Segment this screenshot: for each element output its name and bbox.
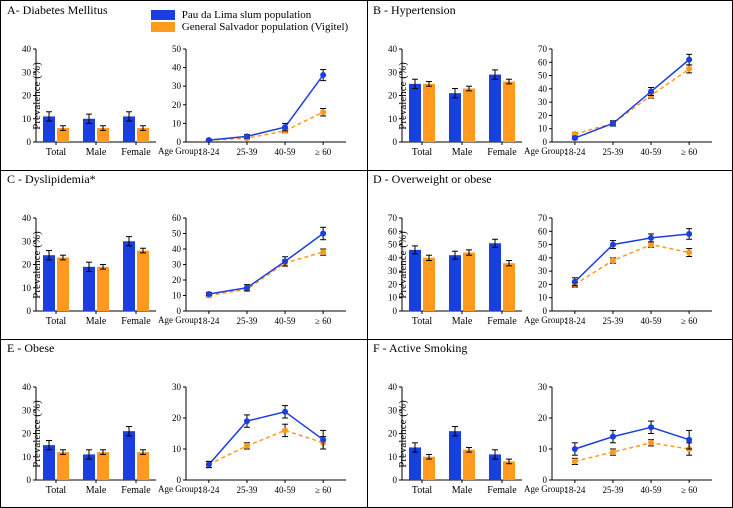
line-chart-A: 0102030405018-2425-3940-59≥ 60	[1, 1, 356, 164]
svg-text:10: 10	[172, 118, 182, 128]
svg-text:40: 40	[172, 63, 182, 73]
line-chart-F: 010203018-2425-3940-59≥ 60	[367, 339, 722, 502]
svg-text:10: 10	[172, 444, 182, 454]
svg-text:40: 40	[538, 253, 548, 263]
age-group-prefix-A: Age Group:	[158, 146, 201, 156]
svg-text:70: 70	[538, 213, 548, 223]
svg-text:20: 20	[538, 279, 548, 289]
svg-text:20: 20	[538, 110, 548, 120]
svg-text:18-24: 18-24	[564, 316, 585, 326]
panel-E: E - ObesePrevalence (%)010203040TotalMal…	[1, 339, 367, 508]
svg-text:18-24: 18-24	[564, 147, 585, 157]
panel-A: A- Diabetes MellitusPrevalence (%)010203…	[1, 1, 367, 170]
svg-text:10: 10	[538, 444, 548, 454]
age-group-prefix-F: Age Group:	[524, 484, 567, 494]
svg-text:20: 20	[172, 413, 182, 423]
svg-text:40-59: 40-59	[641, 316, 662, 326]
svg-text:25-39: 25-39	[236, 147, 257, 157]
svg-text:18-24: 18-24	[198, 147, 219, 157]
svg-text:60: 60	[172, 213, 182, 223]
svg-text:≥ 60: ≥ 60	[315, 316, 332, 326]
svg-text:18-24: 18-24	[198, 316, 219, 326]
svg-text:10: 10	[538, 124, 548, 134]
svg-text:≥ 60: ≥ 60	[315, 147, 332, 157]
svg-text:25-39: 25-39	[602, 485, 623, 495]
age-group-prefix-D: Age Group:	[524, 315, 567, 325]
panel-D: D - Overweight or obesePrevalence (%)010…	[367, 170, 733, 339]
svg-text:40: 40	[172, 244, 182, 254]
panel-F: F - Active SmokingPrevalence (%)01020304…	[367, 339, 733, 508]
svg-text:18-24: 18-24	[198, 485, 219, 495]
line-chart-E: 010203018-2425-3940-59≥ 60	[1, 339, 356, 502]
svg-text:40-59: 40-59	[641, 485, 662, 495]
svg-text:25-39: 25-39	[602, 316, 623, 326]
svg-text:50: 50	[172, 44, 182, 54]
age-group-prefix-C: Age Group:	[158, 315, 201, 325]
svg-text:50: 50	[172, 229, 182, 239]
svg-text:30: 30	[172, 81, 182, 91]
svg-text:≥ 60: ≥ 60	[681, 485, 698, 495]
line-chart-C: 010203040506018-2425-3940-59≥ 60	[1, 170, 356, 333]
svg-text:≥ 60: ≥ 60	[681, 316, 698, 326]
svg-text:30: 30	[538, 97, 548, 107]
svg-text:50: 50	[538, 240, 548, 250]
svg-text:40-59: 40-59	[641, 147, 662, 157]
figure-container: Pau da Lima slum population General Salv…	[0, 0, 733, 508]
svg-text:70: 70	[538, 44, 548, 54]
svg-text:40-59: 40-59	[275, 147, 296, 157]
age-group-prefix-B: Age Group:	[524, 146, 567, 156]
svg-text:60: 60	[538, 226, 548, 236]
svg-text:30: 30	[538, 266, 548, 276]
svg-text:50: 50	[538, 71, 548, 81]
svg-text:25-39: 25-39	[236, 316, 257, 326]
svg-text:40-59: 40-59	[275, 316, 296, 326]
svg-text:30: 30	[172, 382, 182, 392]
svg-text:20: 20	[172, 275, 182, 285]
svg-text:30: 30	[538, 382, 548, 392]
line-chart-D: 01020304050607018-2425-3940-59≥ 60	[367, 170, 722, 333]
age-group-prefix-E: Age Group:	[158, 484, 201, 494]
svg-text:40: 40	[538, 84, 548, 94]
svg-text:40-59: 40-59	[275, 485, 296, 495]
svg-text:10: 10	[538, 293, 548, 303]
line-chart-B: 01020304050607018-2425-3940-59≥ 60	[367, 1, 722, 164]
svg-text:25-39: 25-39	[602, 147, 623, 157]
svg-text:≥ 60: ≥ 60	[315, 485, 332, 495]
svg-text:30: 30	[172, 260, 182, 270]
panel-C: C - Dyslipidemia*Prevalence (%)010203040…	[1, 170, 367, 339]
svg-text:20: 20	[538, 413, 548, 423]
svg-text:25-39: 25-39	[236, 485, 257, 495]
svg-text:20: 20	[172, 100, 182, 110]
svg-text:≥ 60: ≥ 60	[681, 147, 698, 157]
svg-text:60: 60	[538, 57, 548, 67]
svg-text:10: 10	[172, 291, 182, 301]
panel-B: B - HypertensionPrevalence (%)010203040T…	[367, 1, 733, 170]
svg-text:18-24: 18-24	[564, 485, 585, 495]
